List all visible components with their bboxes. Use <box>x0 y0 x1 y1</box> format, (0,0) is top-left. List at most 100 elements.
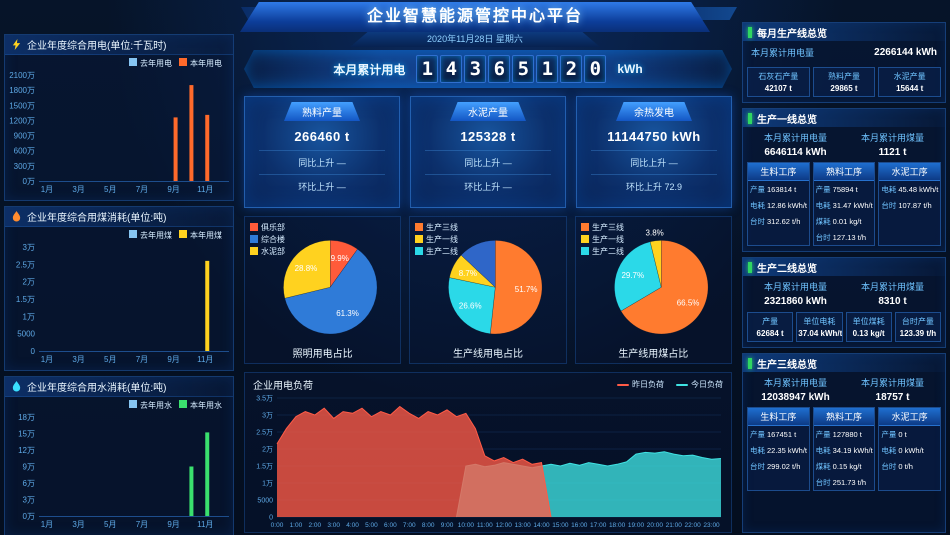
process-header: 水泥工序 <box>879 408 940 426</box>
svg-text:15:00: 15:00 <box>552 522 569 529</box>
svg-text:3万: 3万 <box>23 243 35 252</box>
legend-item[interactable]: 综合楼 <box>250 234 285 244</box>
svg-text:2100万: 2100万 <box>9 71 35 80</box>
kpi: 本月累计用煤量 8310 t <box>844 280 941 307</box>
svg-text:2.5万: 2.5万 <box>256 429 273 437</box>
process-column-cement: 水泥工序 产量 0 t 电耗 0 kWh/t 台时 0 t/h <box>878 407 941 491</box>
panel-title: 企业年度综合用水消耗(单位:吨) <box>5 377 233 397</box>
metric: 台时 299.02 t/h <box>750 461 801 471</box>
svg-text:4:00: 4:00 <box>346 522 359 529</box>
kpi-label: 本月累计用煤量 <box>860 378 924 388</box>
legend-item[interactable]: 生产一线 <box>415 234 458 244</box>
stat-boxes: 石灰石产量 42107 t 熟料产量 29865 t 水泥产量 15644 t <box>743 64 945 102</box>
metric: 台时 107.87 t/h <box>881 200 932 210</box>
pie-slice[interactable] <box>448 277 496 335</box>
card-mom: 环比上升 72.9 <box>590 174 718 198</box>
stat-value: 0.13 kg/t <box>852 329 885 338</box>
pie-slice[interactable] <box>490 240 543 335</box>
svg-text:8:00: 8:00 <box>422 522 435 529</box>
stat-value: 62684 t <box>756 329 784 338</box>
legend-item[interactable]: 生产二线 <box>415 246 458 256</box>
svg-text:2万: 2万 <box>23 278 35 287</box>
card-value: 125328 t <box>460 129 516 144</box>
svg-text:18万: 18万 <box>18 413 35 422</box>
stat-value: 37.04 kWh/t <box>798 329 843 338</box>
accent-bar-icon <box>748 357 752 369</box>
digit-box: 1 <box>416 55 439 83</box>
kpi-value: 18757 t <box>875 392 910 403</box>
svg-text:11月: 11月 <box>197 355 213 364</box>
card-value: 11144750 kWh <box>607 129 701 144</box>
kpi-label: 本月累计用煤量 <box>860 282 924 292</box>
legend-swatch-icon <box>617 383 629 386</box>
pie-slice[interactable] <box>649 240 662 288</box>
digit-box: 3 <box>464 55 487 83</box>
line-coal-share-pie: 66.5% 29.7% 3.8% 生产三线 生产一线 生产二线 <box>576 217 731 347</box>
legend-item[interactable]: 本年用电 <box>179 58 222 68</box>
legend-item[interactable]: 去年用电 <box>129 58 172 68</box>
metric: 产量 0 t <box>881 429 907 439</box>
legend-item[interactable]: 生产二线 <box>580 246 624 256</box>
svg-text:0万: 0万 <box>23 177 35 186</box>
svg-text:12:00: 12:00 <box>496 522 513 529</box>
svg-text:5月: 5月 <box>104 355 116 364</box>
kpi-value: 2321860 kWh <box>764 296 827 307</box>
stat-value: 123.39 t/h <box>899 329 937 338</box>
svg-text:去年用水: 去年用水 <box>140 400 172 410</box>
card-mom: 环比上升 — <box>424 174 552 198</box>
legend-item[interactable]: 水泥部 <box>250 246 285 256</box>
svg-text:生产三线: 生产三线 <box>426 222 458 232</box>
stat-value: 29865 t <box>830 84 858 93</box>
stat-label: 产量 <box>762 317 779 326</box>
svg-text:9万: 9万 <box>23 463 35 472</box>
kpi-value: 8310 t <box>878 296 907 307</box>
panel-title: 生产二线总览 <box>743 258 945 276</box>
legend-item[interactable]: 去年用水 <box>129 400 172 410</box>
panel-title: 每月生产线总览 <box>743 23 945 41</box>
panel-title-text: 企业年度综合用煤消耗(单位:吨) <box>27 213 167 224</box>
load-chart-panel: 企业用电负荷 昨日负荷 今日负荷 0 5000 1万 1.5万 2万 2.5万 3万 3.5万 0… <box>244 372 732 533</box>
legend-item[interactable]: 本年用煤 <box>179 230 222 240</box>
accent-bar-icon <box>748 112 752 124</box>
svg-text:3:00: 3:00 <box>327 522 340 529</box>
process-header: 生料工序 <box>748 163 809 181</box>
legend-item[interactable]: 俱乐部 <box>250 222 285 232</box>
pie-slice[interactable] <box>284 248 378 335</box>
pie-slice[interactable] <box>461 240 496 288</box>
svg-text:生产一线: 生产一线 <box>592 234 624 244</box>
stat-label: 单位电耗 <box>803 317 836 326</box>
svg-text:俱乐部: 俱乐部 <box>261 222 285 232</box>
annual-coal-chart: 0 5000 1万 1.5万 2万 2.5万 3万 1月 3月 5月 7月 9月 11月 本年用煤 去年用煤 <box>5 227 233 370</box>
legend-item[interactable]: 生产三线 <box>580 222 624 232</box>
legend-item[interactable]: 昨日负荷 <box>617 379 664 390</box>
stat-box: 单位电耗 37.04 kWh/t <box>796 312 843 342</box>
load-chart-header: 企业用电负荷 昨日负荷 今日负荷 <box>245 373 731 392</box>
legend-item[interactable]: 本年用水 <box>179 400 222 410</box>
svg-text:本年用煤: 本年用煤 <box>190 230 222 240</box>
panel-title-text: 生产三线总览 <box>757 359 817 371</box>
pie-slice[interactable] <box>620 240 708 335</box>
pie-slice[interactable] <box>283 240 331 299</box>
pie-slice[interactable] <box>613 241 662 312</box>
svg-text:20:00: 20:00 <box>647 522 664 529</box>
svg-text:15万: 15万 <box>18 430 35 439</box>
svg-text:900万: 900万 <box>14 132 35 141</box>
svg-text:3.8%: 3.8% <box>645 228 663 237</box>
pie-title: 照明用电占比 <box>292 349 353 360</box>
svg-text:本年用电: 本年用电 <box>190 58 222 68</box>
svg-text:22:00: 22:00 <box>685 522 702 529</box>
process-header: 熟料工序 <box>813 163 875 181</box>
svg-text:19:00: 19:00 <box>628 522 645 529</box>
legend-item[interactable]: 生产三线 <box>415 222 458 232</box>
metric: 电耗 45.48 kWh/t <box>881 184 939 194</box>
stat-label: 熟料产量 <box>827 72 860 81</box>
digit-box: 0 <box>584 55 607 83</box>
legend-item[interactable]: 今日负荷 <box>676 379 723 390</box>
lighting-share-pie: 9.9% 61.3% 28.8% 俱乐部 综合楼 水泥部 <box>245 217 400 347</box>
legend-item[interactable]: 去年用煤 <box>129 230 172 240</box>
kpi-row: 本月累计用电量 2321860 kWh 本月累计用煤量 8310 t <box>743 276 945 309</box>
svg-text:生产三线: 生产三线 <box>592 222 624 232</box>
stat-box: 产量 62684 t <box>747 312 794 342</box>
legend-item[interactable]: 生产一线 <box>580 234 624 244</box>
